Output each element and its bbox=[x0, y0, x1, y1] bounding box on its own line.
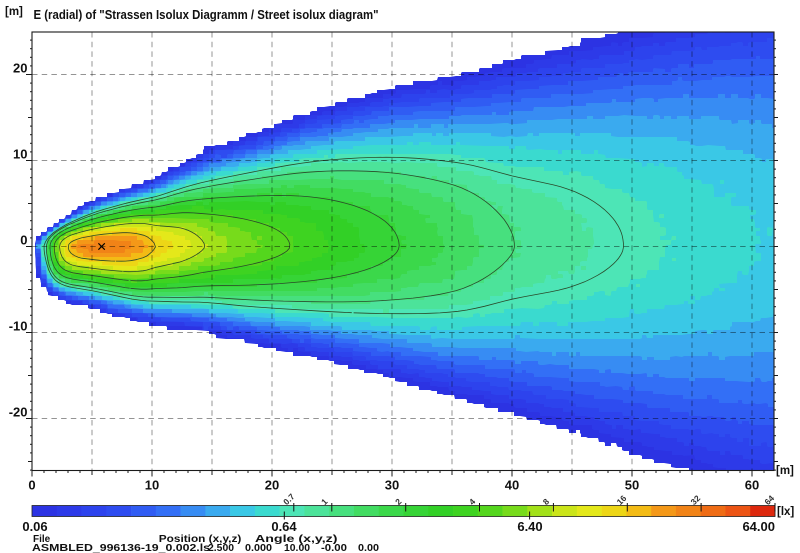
svg-text:30: 30 bbox=[385, 478, 399, 493]
svg-text:[m]: [m] bbox=[5, 6, 23, 18]
svg-text:ASMBLED_996136-19_0.002.ls: ASMBLED_996136-19_0.002.ls bbox=[32, 542, 210, 553]
svg-text:Position (x,y,z): Position (x,y,z) bbox=[159, 534, 242, 545]
svg-text:0: 0 bbox=[20, 233, 27, 248]
svg-text:0.000: 0.000 bbox=[245, 542, 272, 553]
svg-text:20: 20 bbox=[13, 61, 27, 76]
svg-text:10: 10 bbox=[13, 147, 27, 162]
svg-text:E (radial) of "Strassen Isolux: E (radial) of "Strassen Isolux Diagramm … bbox=[34, 7, 379, 22]
svg-text:6.40: 6.40 bbox=[517, 519, 542, 534]
svg-text:1: 1 bbox=[319, 496, 330, 507]
svg-text:[m]: [m] bbox=[776, 465, 794, 477]
svg-text:0.00: 0.00 bbox=[358, 542, 379, 553]
svg-text:Angle (x,y,z): Angle (x,y,z) bbox=[255, 534, 338, 545]
svg-text:2: 2 bbox=[393, 496, 404, 507]
svg-text:-10: -10 bbox=[9, 319, 28, 334]
svg-text:8: 8 bbox=[541, 496, 552, 507]
svg-text:File: File bbox=[33, 534, 51, 545]
svg-text:0: 0 bbox=[28, 478, 35, 493]
svg-text:4: 4 bbox=[467, 496, 478, 507]
svg-text:2.500: 2.500 bbox=[208, 542, 234, 553]
svg-text:0.64: 0.64 bbox=[271, 519, 297, 534]
svg-text:50: 50 bbox=[625, 478, 639, 493]
svg-text:10: 10 bbox=[145, 478, 159, 493]
svg-text:60: 60 bbox=[745, 478, 759, 493]
svg-text:-0.00: -0.00 bbox=[321, 542, 347, 553]
svg-text:20: 20 bbox=[265, 478, 279, 493]
svg-text:40: 40 bbox=[505, 478, 519, 493]
svg-text:-20: -20 bbox=[9, 405, 28, 420]
svg-text:[lx]: [lx] bbox=[777, 506, 794, 518]
svg-text:0.06: 0.06 bbox=[22, 519, 47, 534]
svg-text:10.00: 10.00 bbox=[284, 542, 310, 553]
svg-text:64.00: 64.00 bbox=[742, 519, 775, 534]
